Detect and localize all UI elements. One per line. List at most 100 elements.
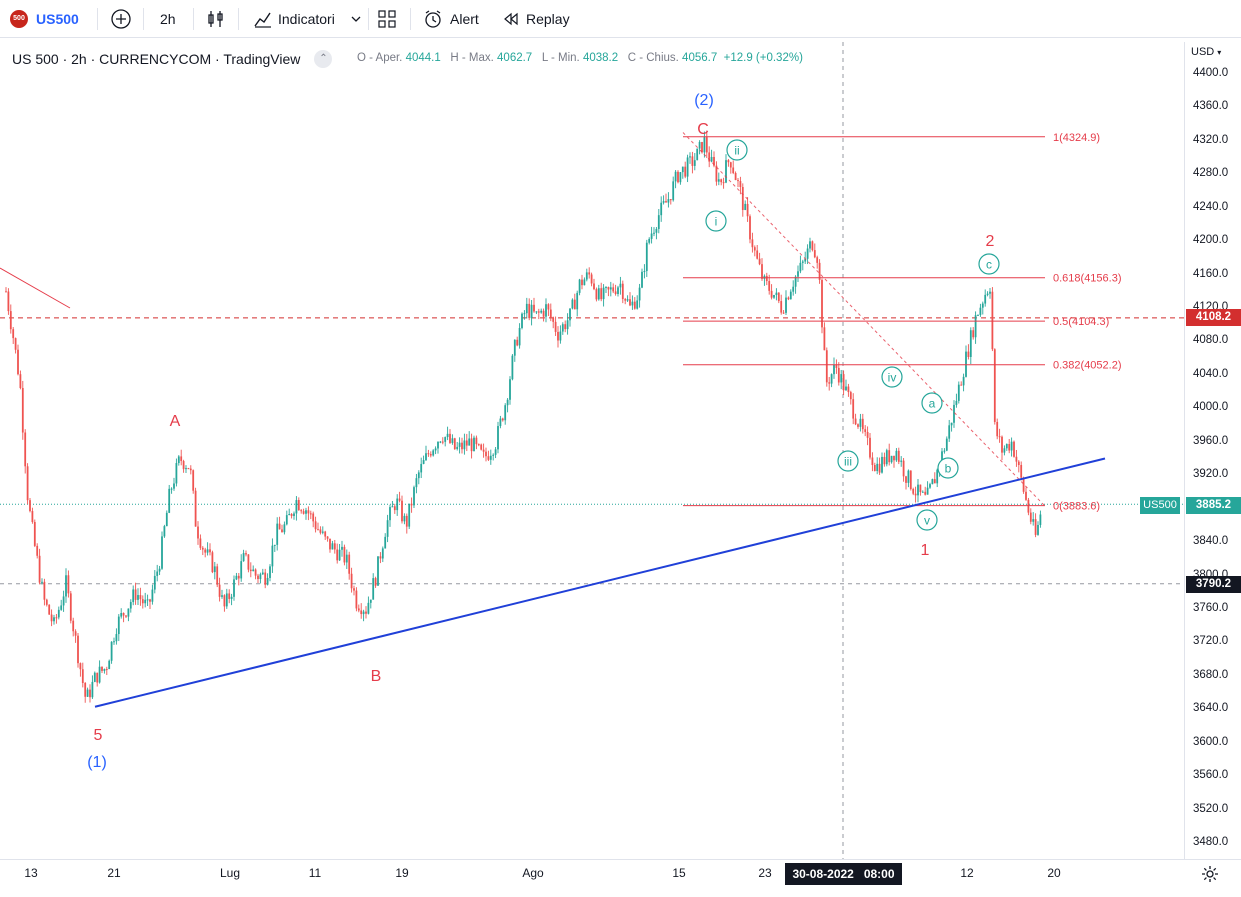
settings-gear-icon[interactable] [1200, 864, 1220, 884]
candle-body [74, 631, 77, 636]
candle-body [919, 484, 922, 493]
candle-body [420, 463, 423, 473]
legend-options-icon[interactable]: ⌃ [314, 50, 333, 68]
price-tick-label: 3480.0 [1193, 836, 1229, 848]
candle-body [26, 466, 29, 501]
low-label: L - Min. [541, 52, 580, 64]
candle-body [849, 392, 852, 400]
candle-body [319, 529, 322, 533]
candle-body [285, 515, 288, 525]
alert-button[interactable]: Alert [422, 0, 479, 38]
chevron-down-icon[interactable] [349, 12, 363, 26]
candle-body [199, 538, 202, 548]
change-value: +12.9 (+0.32%) [723, 52, 803, 64]
candle-body [336, 549, 339, 561]
candle-body [53, 617, 55, 622]
candle-body [741, 186, 744, 210]
price-tick-label: 4080.0 [1193, 334, 1229, 347]
candle-body [350, 573, 353, 589]
candle-body [197, 526, 199, 539]
indicators-button[interactable]: Indicatori [252, 0, 363, 38]
candle-body [559, 331, 562, 341]
candle-body [986, 293, 989, 295]
candle-body [593, 283, 595, 290]
symbol-title[interactable]: US 500 · 2h · CURRENCYCOM · TradingView [12, 51, 301, 67]
candle-body [1003, 448, 1006, 453]
candle-body [597, 288, 600, 300]
candle-body [360, 610, 363, 615]
candle-body [331, 543, 334, 550]
currency-selector[interactable]: USD ▾ [1191, 46, 1221, 58]
candle-body [521, 313, 523, 328]
candle-body [367, 602, 370, 614]
price-tick-label: 3840.0 [1193, 535, 1229, 548]
candle-body [501, 418, 504, 421]
symbol-search[interactable]: 500 US500 [10, 0, 79, 38]
candle-body [626, 299, 629, 301]
candle-body [657, 215, 660, 229]
time-tick-label: 11 [308, 866, 322, 880]
candle-body [254, 569, 257, 576]
ohlc-values: O - Aper. 4044.1 H - Max. 4062.7 L - Min… [357, 52, 803, 64]
chart-pane[interactable]: 1(4324.9) 0.618(4156.3) 0.5(4104.3) 0.382(4… [0, 42, 1184, 859]
candle-body [494, 449, 497, 455]
candle-body [974, 315, 977, 338]
candle-body [439, 441, 442, 443]
candle-body [465, 440, 468, 446]
candle-body [369, 599, 372, 603]
candle-body [252, 569, 255, 572]
candle-body [698, 142, 701, 149]
candle-body [91, 681, 94, 698]
candle-body [689, 156, 691, 158]
candle-body [636, 300, 639, 309]
candle-body [566, 320, 569, 330]
candle-body [213, 566, 216, 573]
candle-body [881, 456, 883, 473]
plus-circle-icon [111, 9, 131, 29]
candle-body [924, 491, 927, 495]
replay-button[interactable]: Replay [502, 0, 570, 38]
grid-layout-icon [378, 10, 396, 28]
price-axis[interactable]: USD ▾ 4400.0 4360.0 4320.0 4280.0 4240.0 4200… [1184, 42, 1241, 859]
candle-body [912, 489, 915, 494]
candle-body [201, 547, 204, 550]
price-chart[interactable]: 1(4324.9) 0.618(4156.3) 0.5(4104.3) 0.382(4… [0, 42, 1184, 859]
price-tick-label: 3600.0 [1193, 735, 1229, 748]
time-axis[interactable]: 13 21 Lug 11 19 Ago 15 23 12 20 30-08-2022 08:00 [0, 859, 1241, 897]
candle-body [240, 561, 243, 579]
candle-body [818, 262, 821, 280]
candle-body [902, 460, 905, 477]
candle-body [180, 456, 183, 462]
bar-style-button[interactable] [205, 0, 227, 38]
candle-body [470, 438, 473, 452]
candle-body [686, 157, 689, 177]
wave-circle-marker [937, 457, 959, 479]
candle-body [624, 299, 627, 301]
candle-body [645, 242, 648, 272]
candle-body [989, 291, 991, 294]
candle-body [127, 608, 130, 617]
candle-body [475, 437, 478, 445]
candle-body [297, 500, 300, 511]
candle-body [185, 468, 187, 470]
layouts-button[interactable] [377, 0, 397, 38]
candle-body [432, 450, 435, 456]
candle-body [218, 584, 221, 597]
interval-button[interactable]: 2h [160, 0, 176, 38]
candle-body [953, 404, 955, 423]
wave-label-minor: ii [734, 144, 739, 158]
candle-body [103, 669, 106, 671]
candle-body [473, 437, 475, 452]
candle-body [69, 593, 72, 621]
candle-body [129, 602, 132, 609]
candle-body [513, 339, 516, 356]
price-tick-label: 4160.0 [1193, 267, 1229, 280]
candle-body [569, 308, 571, 321]
candle-body [324, 531, 327, 537]
wave-label-primary: (2) [694, 92, 714, 109]
candle-body [509, 379, 511, 400]
candle-body [408, 503, 411, 527]
candle-body [403, 515, 406, 522]
candle-body [48, 604, 51, 615]
compare-symbol-button[interactable] [110, 0, 132, 38]
